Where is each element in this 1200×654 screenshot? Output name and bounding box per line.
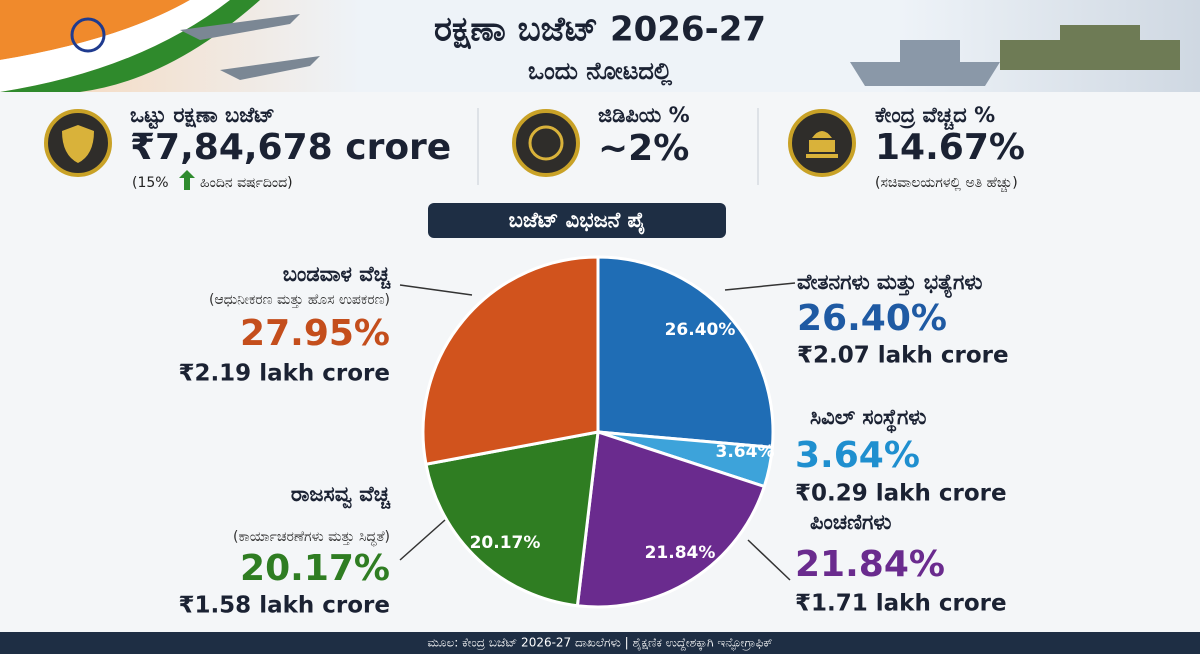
- ship: [850, 40, 1000, 86]
- slice-label: 3.64%: [716, 442, 775, 462]
- percent-label: 21.84%: [795, 544, 945, 585]
- stat-label: ಜಿಡಿಪಿಯ %: [598, 103, 690, 127]
- chart-title: ಬಜೆಟ್ ವಿಭಜನೆ ಪೈ: [509, 208, 646, 235]
- category-label: ವೇತನಗಳು ಮತ್ತು ಭತ್ಯೆಗಳು: [797, 270, 983, 298]
- footer-bar: [0, 632, 1200, 654]
- pie: [421, 255, 775, 609]
- percent-label: 27.95%: [240, 313, 390, 354]
- stat-label: ಒಟ್ಟು ರಕ್ಷಣಾ ಬಜೆಟ್: [130, 103, 275, 130]
- category-label: ಪಿಂಚಣಿಗಳು: [810, 510, 892, 534]
- flag-white: [0, 0, 230, 92]
- flag-green: [0, 0, 260, 92]
- leader-line: [399, 519, 446, 561]
- tank: [1000, 25, 1180, 70]
- category-label: ರಾಜಸವ್ವ ವೆಚ್ಚ: [291, 482, 391, 509]
- stat-value: ₹7,84,678 crore: [130, 127, 451, 168]
- slice-label: 21.84%: [645, 543, 716, 563]
- category-subtitle: (ಕಾರ್ಯಾಚರಣೆಗಳು ಮತ್ತು ಸಿದ್ಧತೆ): [233, 529, 390, 548]
- pie-slice: [421, 255, 600, 467]
- chart-title-box: [428, 203, 726, 238]
- flag-saffron: [0, 0, 190, 60]
- stat-value: 14.67%: [875, 127, 1025, 168]
- stat-label: ಕೇಂದ್ರ ವೆಚ್ಚದ %: [875, 103, 995, 130]
- percent-label: 26.40%: [797, 298, 947, 339]
- stat-value: ~2%: [598, 128, 689, 169]
- stat-note: (ಸಚಿವಾಲಯಗಳಲ್ಲಿ ಅತಿ ಹೆಚ್ಚು): [875, 175, 1018, 192]
- leader-line: [747, 539, 791, 581]
- amount-label: ₹1.71 lakh crore: [795, 591, 1007, 617]
- slice-label: 26.40%: [665, 320, 736, 340]
- pie-slice: [575, 430, 767, 609]
- leader-line: [724, 282, 796, 291]
- title: ರಕ್ಷಣಾ ಬಜೆಟ್ 2026-27: [434, 10, 766, 50]
- amount-label: ₹2.07 lakh crore: [797, 343, 1009, 369]
- pie-slice: [596, 255, 775, 450]
- category-subtitle: (ಆಧುನೀಕರಣ ಮತ್ತು ಹೊಸ ಉಪಕರಣ): [209, 292, 390, 308]
- subtitle: ಒಂದು ನೋಟದಲ್ಲಿ: [528, 57, 673, 86]
- stat-icons: [44, 109, 856, 177]
- amount-label: ₹0.29 lakh crore: [795, 481, 1007, 507]
- amount-label: ₹2.19 lakh crore: [178, 361, 390, 387]
- up-arrow: [179, 170, 195, 190]
- slice-label: 20.17%: [470, 533, 541, 553]
- pie-slice: [424, 430, 600, 608]
- percent-label: 3.64%: [795, 435, 920, 476]
- stat-note: ಹಿಂದಿನ ವರ್ಷದಿಂದ): [200, 175, 293, 191]
- amount-label: ₹1.58 lakh crore: [178, 593, 390, 619]
- percent-label: 20.17%: [240, 548, 390, 589]
- category-label: ಬಂಡವಾಳ ವೆಚ್ಚ: [283, 262, 391, 289]
- chakra: [70, 17, 106, 53]
- leader-line: [399, 284, 473, 296]
- footer: ಮೂಲ: ಕೇಂದ್ರ ಬಜೆಟ್ 2026-27 ದಾಖಲೆಗಳು | ಶೈಕ…: [427, 636, 772, 652]
- stat-note: (15%: [132, 175, 169, 191]
- jets: [180, 14, 320, 80]
